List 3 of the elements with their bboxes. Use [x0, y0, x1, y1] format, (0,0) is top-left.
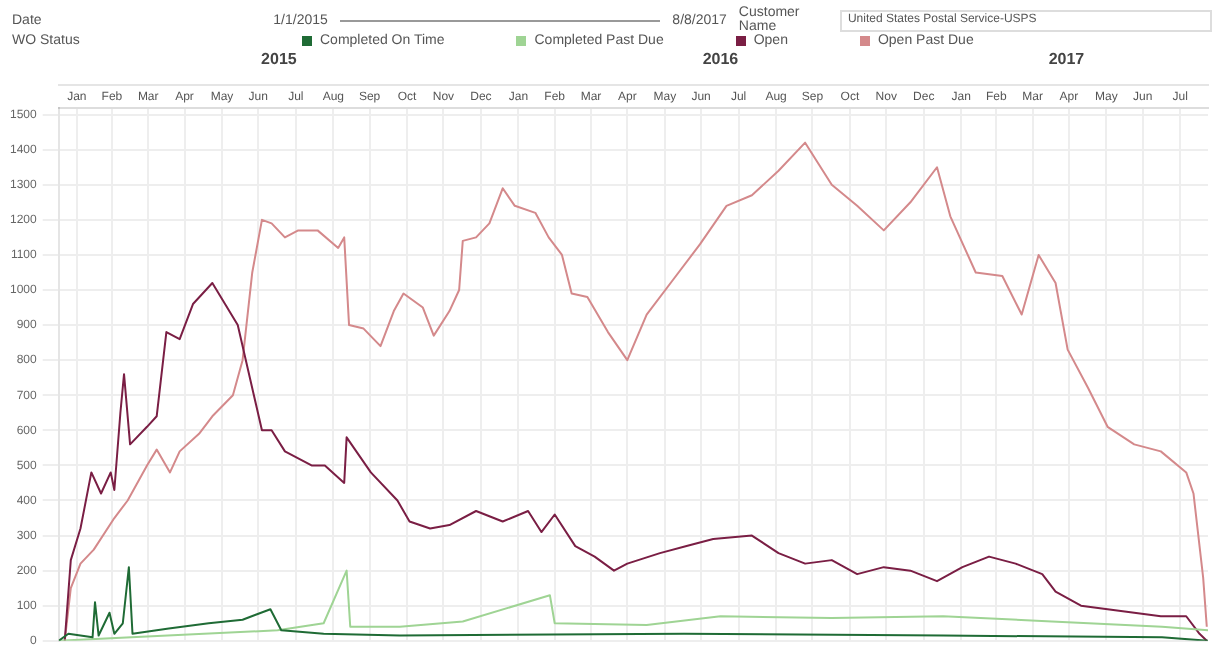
x2-tick-label: 2017 — [1048, 50, 1086, 69]
x2-tick-label: 2016 — [702, 50, 740, 69]
x2-tick-label: 2015 — [261, 50, 298, 69]
